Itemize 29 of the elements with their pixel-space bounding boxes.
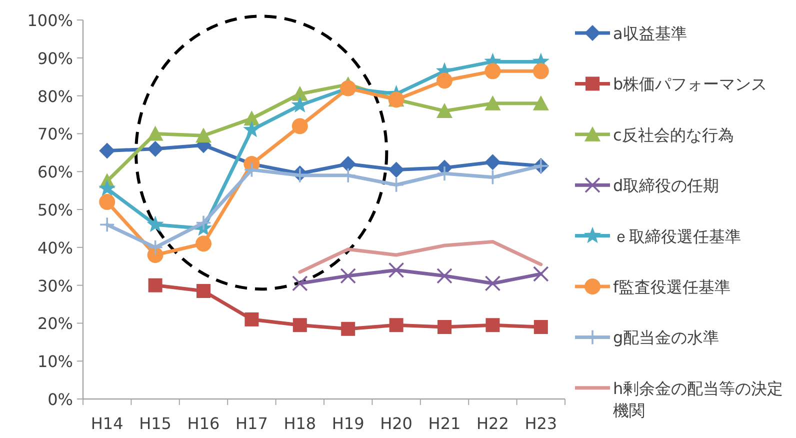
y-tick-label: 70% [37,124,73,144]
legend-label: ｅ取締役選任基準 [613,226,741,246]
x-tick-label: H20 [380,414,412,433]
y-tick-label: 80% [37,86,73,106]
x-tick-label: H22 [476,414,509,433]
y-tick-label: 40% [37,238,73,258]
x-tick-label: H16 [187,414,220,433]
x-tick-label: H19 [332,414,364,433]
x-tick-label: H23 [524,414,558,433]
y-tick-label: 100% [27,11,73,30]
legend-label: h剰余金の配当等の決定機関 [613,378,784,420]
y-tick-label: 20% [37,314,73,334]
x-tick-label: H21 [428,414,461,433]
legend-label: g配当金の水準 [613,328,720,348]
legend-label: f監査役選任基準 [613,278,731,296]
y-tick-label: 50% [37,200,73,220]
legend-label: c反社会的な行為 [613,125,734,144]
legend-label: a収益基準 [613,24,687,43]
x-tick-label: H17 [236,414,268,433]
y-tick-label: 10% [37,352,73,372]
legend-label: d取締役の任期 [613,176,720,196]
legend-label: b株価パフォーマンス [613,74,768,94]
x-tick-label: H18 [284,414,316,433]
y-tick-label: 0% [48,390,73,409]
y-tick-label: 90% [37,48,73,68]
y-tick-label: 30% [37,276,73,296]
x-tick-label: H14 [90,414,124,433]
y-tick-label: 60% [37,162,73,182]
x-tick-label: H15 [139,414,172,433]
